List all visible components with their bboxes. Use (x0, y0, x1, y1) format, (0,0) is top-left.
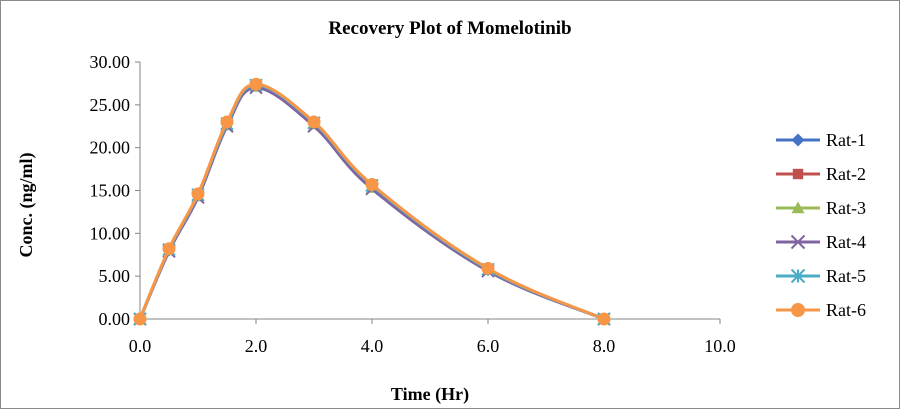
legend-entry-rat-6: Rat-6 (776, 300, 866, 320)
x-tick-label: 10.0 (704, 336, 736, 356)
y-tick-label: 5.00 (99, 266, 131, 286)
series-line (138, 82, 605, 321)
legend-marker (791, 201, 805, 214)
legend-entry-rat-4: Rat-4 (776, 232, 866, 252)
y-tick-label: 15.00 (90, 181, 131, 201)
data-point (220, 115, 234, 129)
legend-label: Rat-1 (826, 130, 866, 150)
y-tick-label: 30.00 (90, 52, 131, 72)
y-tick-label: 20.00 (90, 138, 131, 158)
data-point (162, 242, 176, 256)
series-rat-2 (135, 80, 609, 324)
data-point (481, 261, 495, 275)
series-rat-5 (133, 78, 611, 326)
series-rat-6 (133, 77, 611, 326)
legend-marker (790, 234, 806, 250)
series-rat-4 (133, 80, 611, 326)
y-tick-label: 10.00 (90, 223, 131, 243)
data-point (597, 312, 611, 326)
legend-label: Rat-3 (826, 198, 866, 218)
legend-marker (791, 133, 805, 147)
data-point (365, 178, 379, 192)
y-tick-label: 0.00 (99, 309, 131, 329)
data-point (133, 312, 147, 326)
data-point (307, 115, 321, 129)
data-point (249, 77, 263, 91)
legend-entry-rat-1: Rat-1 (776, 130, 866, 150)
legend-entry-rat-2: Rat-2 (776, 164, 866, 184)
legend-label: Rat-4 (826, 232, 866, 252)
legend-entry-rat-5: Rat-5 (776, 266, 866, 286)
x-axis-label: Time (Hr) (391, 384, 469, 405)
legend-marker (792, 168, 804, 180)
legend-marker (790, 268, 806, 284)
x-tick-label: 6.0 (477, 336, 500, 356)
x-tick-label: 2.0 (245, 336, 268, 356)
axes: 0.00 5.00 10.00 15.00 20.00 25.00 30.00 0.0 2.0 4… (90, 52, 736, 356)
data-point (191, 187, 205, 201)
x-tick-label: 4.0 (361, 336, 384, 356)
series-line (138, 85, 605, 321)
legend: Rat-1 Rat-2 Rat-3 Rat-4 Rat-5 Rat-6 (776, 130, 866, 320)
series-rat-1 (134, 79, 610, 325)
legend-label: Rat-5 (826, 266, 866, 286)
x-tick-label: 8.0 (593, 336, 616, 356)
legend-marker (791, 303, 805, 317)
series-line (138, 84, 605, 321)
series-layer (133, 77, 611, 326)
legend-label: Rat-2 (826, 164, 866, 184)
series-line (138, 83, 605, 321)
x-tick-label: 0.0 (129, 336, 152, 356)
series-rat-3 (134, 80, 610, 324)
chart-title: Recovery Plot of Momelotinib (328, 18, 571, 39)
series-line (138, 83, 605, 321)
legend-label: Rat-6 (826, 300, 866, 320)
y-tick-label: 25.00 (90, 95, 131, 115)
y-axis-label: Conc. (ng/ml) (16, 153, 37, 258)
series-line (138, 86, 605, 321)
legend-entry-rat-3: Rat-3 (776, 198, 866, 218)
